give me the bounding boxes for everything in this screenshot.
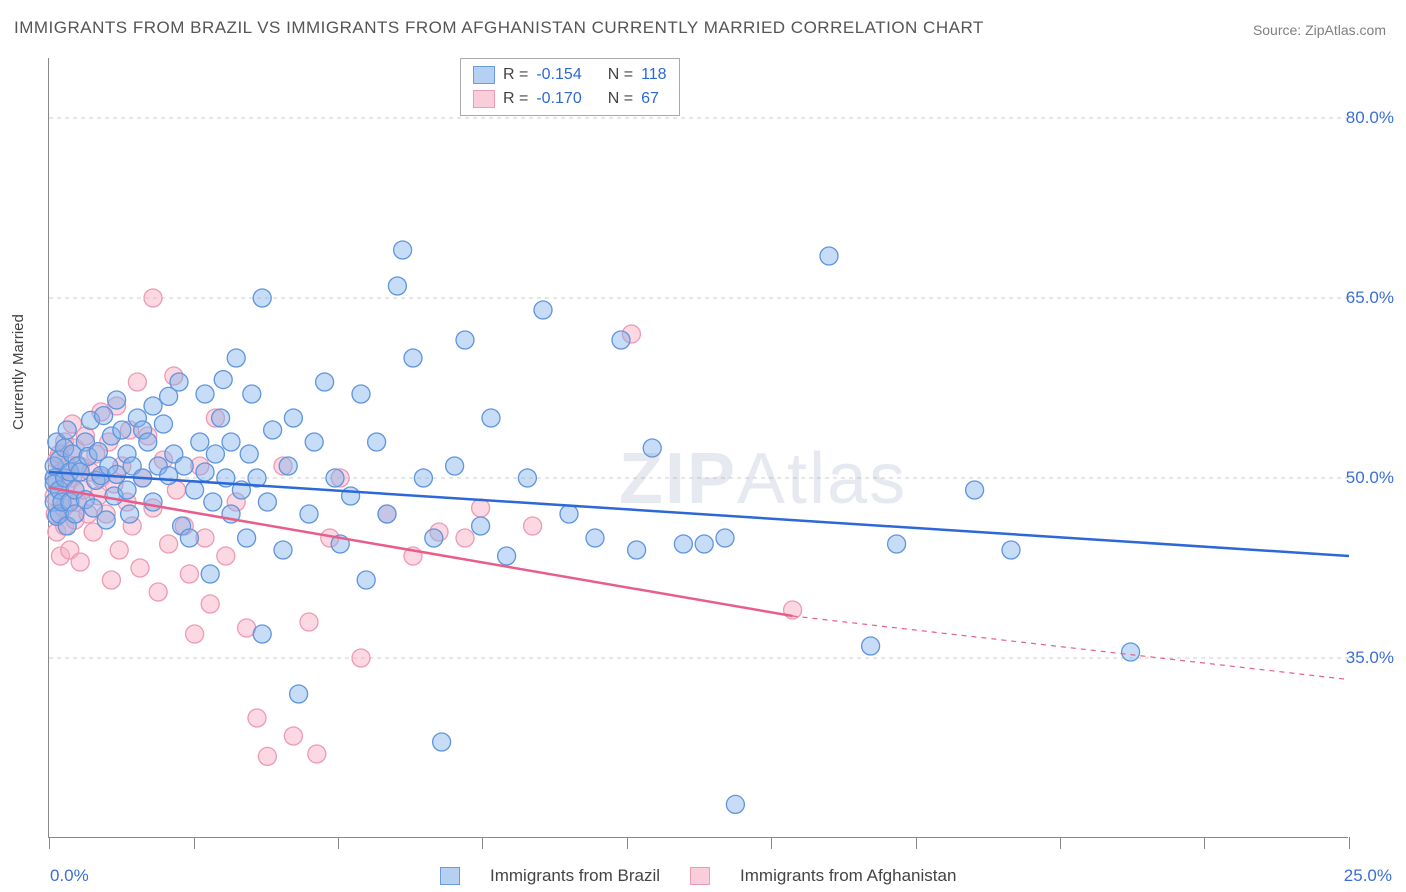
r-label: R = xyxy=(503,90,528,108)
swatch-blue-icon xyxy=(440,867,460,885)
chart-area: ZIPAtlas xyxy=(48,58,1348,838)
legend-label-afghanistan: Immigrants from Afghanistan xyxy=(740,866,956,886)
n-label: N = xyxy=(608,90,633,108)
x-tick-min: 0.0% xyxy=(50,866,89,886)
x-tick xyxy=(194,837,195,849)
legend-label-brazil: Immigrants from Brazil xyxy=(490,866,660,886)
x-tick-max: 25.0% xyxy=(1344,866,1392,886)
x-tick xyxy=(1204,837,1205,849)
x-tick xyxy=(916,837,917,849)
n-value-brazil: 118 xyxy=(641,66,667,84)
correlation-legend: R = -0.154 N = 118 R = -0.170 N = 67 xyxy=(460,58,680,116)
legend-row-brazil: R = -0.154 N = 118 xyxy=(473,63,667,87)
chart-title: IMMIGRANTS FROM BRAZIL VS IMMIGRANTS FRO… xyxy=(14,18,984,38)
x-tick xyxy=(1060,837,1061,849)
r-value-afghanistan: -0.170 xyxy=(536,90,581,108)
swatch-pink-icon xyxy=(473,90,495,108)
swatch-pink-icon xyxy=(690,867,710,885)
x-tick xyxy=(771,837,772,849)
y-tick-label: 65.0% xyxy=(1346,288,1394,308)
n-value-afghanistan: 67 xyxy=(641,90,659,108)
x-tick xyxy=(627,837,628,849)
scatter-plot-svg xyxy=(49,58,1348,837)
legend-row-afghanistan: R = -0.170 N = 67 xyxy=(473,87,667,111)
y-tick-label: 50.0% xyxy=(1346,468,1394,488)
x-tick xyxy=(482,837,483,849)
r-label: R = xyxy=(503,66,528,84)
n-label: N = xyxy=(608,66,633,84)
series-legend: Immigrants from Brazil Immigrants from A… xyxy=(440,866,956,886)
swatch-blue-icon xyxy=(473,66,495,84)
x-tick xyxy=(1349,837,1350,849)
y-tick-label: 80.0% xyxy=(1346,108,1394,128)
y-axis-label: Currently Married xyxy=(10,314,27,430)
source-label: Source: ZipAtlas.com xyxy=(1253,22,1386,38)
x-tick xyxy=(49,837,50,849)
x-tick xyxy=(338,837,339,849)
y-tick-label: 35.0% xyxy=(1346,648,1394,668)
r-value-brazil: -0.154 xyxy=(536,66,581,84)
